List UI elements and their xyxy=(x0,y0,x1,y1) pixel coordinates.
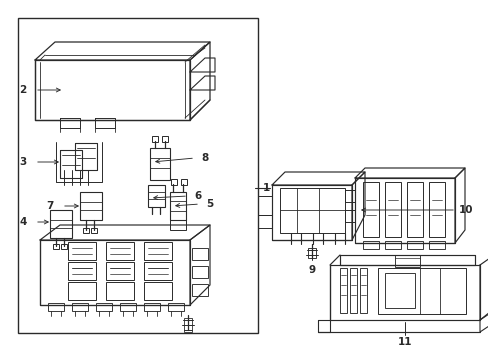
Bar xyxy=(384,273,414,308)
Bar xyxy=(48,303,64,311)
Bar xyxy=(106,242,134,260)
Bar xyxy=(143,282,172,300)
Bar xyxy=(192,266,207,278)
Text: 3: 3 xyxy=(20,157,26,167)
Bar xyxy=(68,282,96,300)
Text: 10: 10 xyxy=(458,205,472,215)
Text: 7: 7 xyxy=(46,201,54,211)
Bar xyxy=(148,185,164,207)
Bar xyxy=(362,182,378,237)
Bar xyxy=(349,268,356,313)
Bar xyxy=(68,242,96,260)
Bar xyxy=(72,303,88,311)
Text: 5: 5 xyxy=(206,199,213,209)
Bar xyxy=(192,284,207,296)
Bar xyxy=(354,178,454,243)
Text: 2: 2 xyxy=(20,85,26,95)
Bar xyxy=(152,136,158,142)
Bar xyxy=(183,318,192,332)
Bar xyxy=(61,244,67,249)
Bar xyxy=(168,303,183,311)
Bar xyxy=(171,179,177,185)
Bar xyxy=(384,241,400,249)
Bar xyxy=(362,241,378,249)
Bar xyxy=(106,262,134,280)
Bar xyxy=(40,240,190,305)
Bar xyxy=(96,303,112,311)
Bar xyxy=(384,182,400,237)
Bar xyxy=(377,268,465,314)
Text: 6: 6 xyxy=(194,191,201,201)
Bar xyxy=(271,185,351,240)
Text: 11: 11 xyxy=(397,337,411,347)
Bar xyxy=(359,268,366,313)
Bar xyxy=(83,228,89,233)
Bar xyxy=(428,182,444,237)
Bar xyxy=(35,60,190,120)
Bar xyxy=(143,303,160,311)
Bar xyxy=(91,228,97,233)
Bar xyxy=(428,241,444,249)
Bar xyxy=(406,182,422,237)
Bar xyxy=(106,282,134,300)
Bar xyxy=(307,248,315,258)
Text: 1: 1 xyxy=(262,183,269,193)
Bar xyxy=(339,268,346,313)
Bar xyxy=(170,192,185,220)
Bar xyxy=(68,262,96,280)
Bar xyxy=(162,136,168,142)
Bar xyxy=(143,242,172,260)
Bar xyxy=(181,179,186,185)
Text: 4: 4 xyxy=(19,217,27,227)
Bar xyxy=(394,255,419,267)
Bar xyxy=(280,188,345,233)
Bar xyxy=(18,18,258,333)
Text: 8: 8 xyxy=(201,153,208,163)
Bar xyxy=(150,148,170,180)
Bar xyxy=(80,192,102,220)
Bar xyxy=(53,244,59,249)
Bar xyxy=(406,241,422,249)
Bar xyxy=(143,262,172,280)
Bar xyxy=(170,220,185,230)
Bar xyxy=(50,210,72,238)
Bar xyxy=(192,248,207,260)
Text: 9: 9 xyxy=(308,265,315,275)
Bar xyxy=(120,303,136,311)
